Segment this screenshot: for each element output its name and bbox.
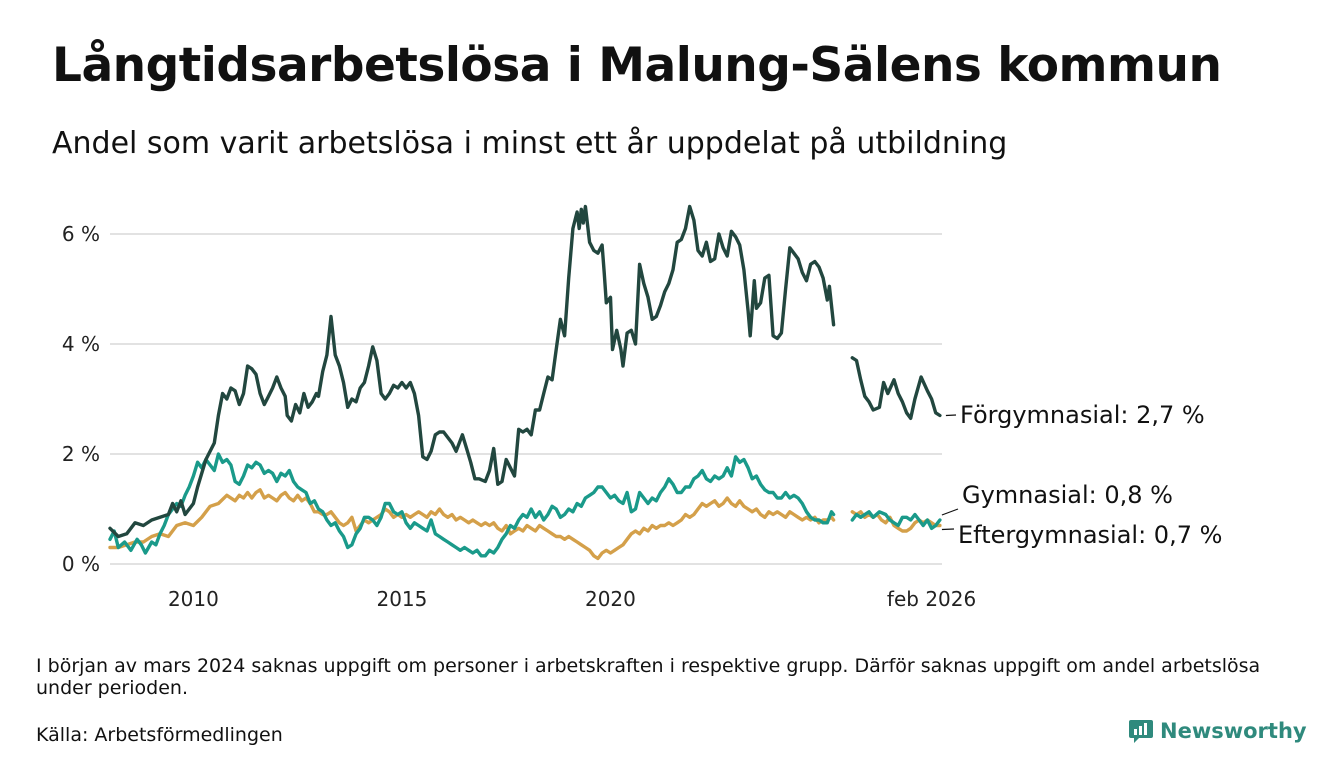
series-line-forgymnasial-1 [108, 204, 836, 539]
y-axis-ticks: 0 % 2 % 4 % 6 % [62, 222, 100, 576]
y-tick-label: 6 % [62, 222, 100, 246]
newsworthy-logo-icon [1129, 720, 1153, 743]
series-end-labels: Förgymnasial: 2,7 % Gymnasial: 0,8 % Efter… [941, 401, 1222, 549]
y-tick-label: 4 % [62, 332, 100, 356]
series-line-eftergymnasial-1 [108, 488, 836, 561]
chart-subtitle: Andel som varit arbetslösa i minst ett å… [52, 126, 1008, 161]
y-tick-label: 2 % [62, 442, 100, 466]
series-end-label-gymnasial: Gymnasial: 0,8 % [962, 481, 1173, 509]
brand-name: Newsworthy [1160, 719, 1307, 743]
grid-lines [110, 233, 942, 565]
leader-line-eftergymnasial [941, 528, 955, 531]
x-tick-label: 2010 [168, 587, 219, 611]
chart-title: Långtidsarbetslösa i Malung-Sälens kommu… [52, 38, 1222, 93]
x-axis-ticks: 2010 2015 2020 feb 2026 [168, 587, 976, 611]
series-line-forgymnasial-2 [850, 356, 942, 420]
series-line-gymnasial-1 [108, 452, 836, 558]
line-chart: 0 % 2 % 4 % 6 % 2010 2015 2020 feb 2026 Förgym… [62, 204, 1222, 611]
series-lines [108, 204, 942, 561]
series-end-label-forgymnasial: Förgymnasial: 2,7 % [960, 401, 1205, 429]
x-tick-label: 2015 [376, 587, 427, 611]
brand: Newsworthy [1128, 718, 1307, 744]
y-tick-label: 0 % [62, 552, 100, 576]
leader-line-forgymnasial [945, 414, 957, 417]
source-note: Källa: Arbetsförmedlingen [36, 724, 283, 746]
x-tick-label: feb 2026 [887, 587, 976, 611]
series-line-gymnasial-2 [850, 510, 942, 530]
x-tick-label: 2020 [585, 587, 636, 611]
series-end-label-eftergymnasial: Eftergymnasial: 0,7 % [958, 521, 1222, 549]
footnote: I början av mars 2024 saknas uppgift om … [36, 655, 1261, 699]
leader-line-gymnasial [941, 508, 959, 516]
